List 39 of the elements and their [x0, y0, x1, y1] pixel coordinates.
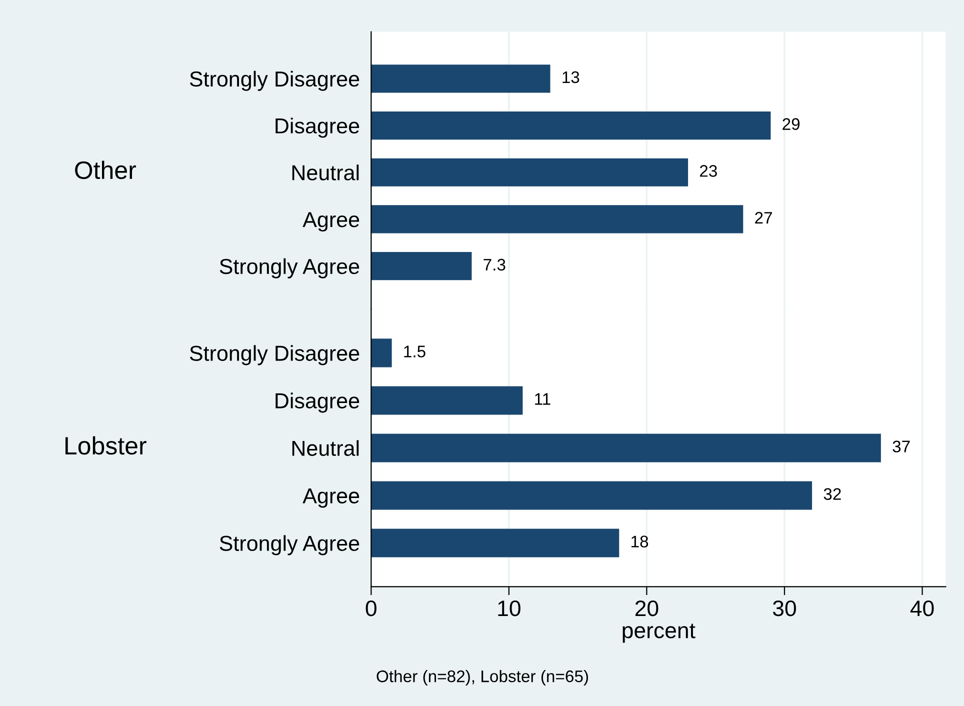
x-axis-title: percent	[622, 624, 696, 643]
bar	[371, 64, 550, 93]
y-axis-title: Other	[75, 160, 136, 180]
data-label: 11	[535, 393, 550, 405]
x-tick-label: 0	[366, 600, 376, 616]
data-label: 29	[782, 118, 800, 130]
bar	[371, 158, 688, 186]
bar	[371, 111, 771, 140]
data-label: 18	[632, 536, 648, 548]
bar	[371, 528, 620, 558]
data-label: 13	[562, 71, 580, 84]
y-tick-label: Neutral	[292, 440, 359, 456]
y-tick-label: Disagree	[276, 118, 360, 138]
bar	[371, 481, 812, 510]
y-tick-label: Strongly Disagree	[190, 345, 360, 366]
y-tick-label: Disagree	[276, 392, 360, 413]
y-tick-label: Agree	[302, 212, 360, 232]
x-tick-label: 10	[498, 600, 520, 616]
data-label: 37	[892, 440, 910, 452]
data-label: 32	[824, 488, 841, 500]
x-tick-label: 20	[635, 600, 658, 616]
bar	[371, 252, 472, 280]
data-label: 27	[755, 212, 772, 224]
text: Other (n=82), Lobster (n=65)	[376, 670, 588, 686]
x-tick-label: 40	[910, 600, 934, 616]
data-label: 7.3	[484, 258, 506, 271]
bar	[371, 338, 392, 368]
bar	[371, 205, 744, 234]
data-label: 1.5	[404, 346, 426, 358]
bar	[371, 434, 881, 462]
bar	[371, 386, 523, 415]
y-axis-title: Lobster	[65, 436, 146, 455]
y-tick-label: Strongly Disagree	[190, 70, 360, 91]
y-tick-label: Agree	[302, 488, 360, 508]
y-tick-label: Strongly Agree	[220, 535, 360, 556]
data-label: 23	[700, 165, 717, 177]
x-tick-label: 30	[772, 600, 796, 616]
y-tick-label: Neutral	[292, 164, 359, 180]
y-tick-label: Strongly Agree	[220, 258, 360, 278]
